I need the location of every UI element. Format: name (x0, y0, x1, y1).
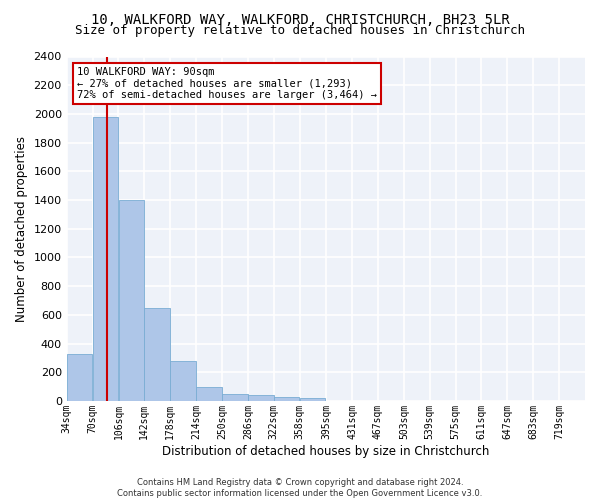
Bar (170, 362, 196, 401)
Y-axis label: Number of detached properties: Number of detached properties (15, 136, 28, 322)
Bar (222, 394, 248, 401)
Bar (145, 308, 170, 401)
Bar (93, 118, 118, 401)
Bar (196, 386, 222, 401)
Bar (274, 397, 299, 401)
Bar (67, 354, 92, 401)
Text: 10 WALKFORD WAY: 90sqm
← 27% of detached houses are smaller (1,293)
72% of semi-: 10 WALKFORD WAY: 90sqm ← 27% of detached… (77, 67, 377, 100)
Text: Size of property relative to detached houses in Christchurch: Size of property relative to detached ho… (75, 24, 525, 37)
Bar (300, 398, 325, 401)
Text: Contains HM Land Registry data © Crown copyright and database right 2024.
Contai: Contains HM Land Registry data © Crown c… (118, 478, 482, 498)
Text: 10, WALKFORD WAY, WALKFORD, CHRISTCHURCH, BH23 5LR: 10, WALKFORD WAY, WALKFORD, CHRISTCHURCH… (91, 12, 509, 26)
Bar (119, 200, 144, 401)
Bar (248, 395, 274, 401)
X-axis label: Distribution of detached houses by size in Christchurch: Distribution of detached houses by size … (162, 444, 490, 458)
